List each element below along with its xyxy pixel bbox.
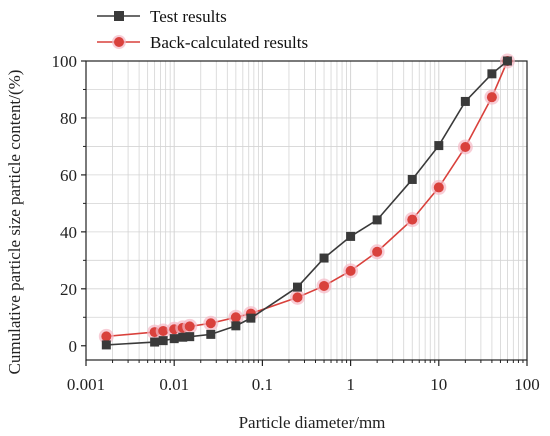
y-tick-label: 100 <box>52 52 78 71</box>
data-point <box>231 321 241 331</box>
data-point <box>158 325 169 336</box>
y-tick-label: 80 <box>60 109 77 128</box>
x-tick-label: 10 <box>430 375 447 394</box>
legend-label: Back-calculated results <box>150 33 308 52</box>
data-point <box>346 231 356 241</box>
data-point <box>206 329 216 339</box>
legend: Test results Back-calculated results <box>97 7 308 52</box>
series-test-results <box>101 56 512 350</box>
plot-frame <box>85 60 528 361</box>
data-point <box>407 214 418 225</box>
data-point <box>205 318 216 329</box>
data-point <box>434 141 444 151</box>
series-line <box>106 60 508 346</box>
data-point <box>460 141 471 152</box>
y-axis-ticks: 0 20 40 60 80 100 <box>52 52 86 356</box>
data-point <box>184 321 195 332</box>
data-point <box>101 331 112 342</box>
x-tick-label: 0.1 <box>252 375 273 394</box>
data-point <box>319 280 330 291</box>
data-point <box>433 182 444 193</box>
x-tick-label: 100 <box>514 375 540 394</box>
x-axis-label: Particle diameter/mm <box>239 413 386 432</box>
x-tick-label: 0.001 <box>67 375 105 394</box>
grid <box>85 60 527 360</box>
data-point <box>502 56 512 66</box>
data-point <box>407 174 417 184</box>
x-tick-label: 1 <box>346 375 355 394</box>
series-line <box>106 60 509 338</box>
data-point <box>158 336 168 346</box>
data-point <box>486 92 497 103</box>
data-point <box>372 246 383 257</box>
legend-marker <box>114 37 124 47</box>
data-point <box>460 96 470 106</box>
data-point <box>178 332 188 342</box>
data-point <box>169 334 179 344</box>
x-axis-ticks: 0.001 0.01 0.1 1 10 100 <box>67 360 540 394</box>
plot-border <box>85 60 528 361</box>
data-point <box>185 332 195 342</box>
data-point <box>230 312 241 323</box>
data-point <box>345 265 356 276</box>
y-tick-label: 40 <box>60 223 77 242</box>
data-point <box>246 313 256 323</box>
y-tick-label: 20 <box>60 280 77 299</box>
data-point <box>487 69 497 79</box>
x-tick-label: 0.01 <box>159 375 189 394</box>
y-axis-label: Cumulative particle size particle conten… <box>5 70 24 375</box>
legend-label: Test results <box>150 7 227 26</box>
y-tick-label: 0 <box>69 337 78 356</box>
legend-item: Back-calculated results <box>97 33 308 52</box>
data-point <box>101 340 111 350</box>
series-layer <box>98 53 515 350</box>
data-point <box>292 282 302 292</box>
data-point <box>150 337 160 347</box>
legend-marker <box>114 11 124 21</box>
data-point <box>292 292 303 303</box>
data-point <box>319 253 329 263</box>
legend-item: Test results <box>97 7 227 26</box>
y-tick-label: 60 <box>60 166 77 185</box>
data-point <box>372 215 382 225</box>
series-back-calculated-results <box>98 53 515 344</box>
